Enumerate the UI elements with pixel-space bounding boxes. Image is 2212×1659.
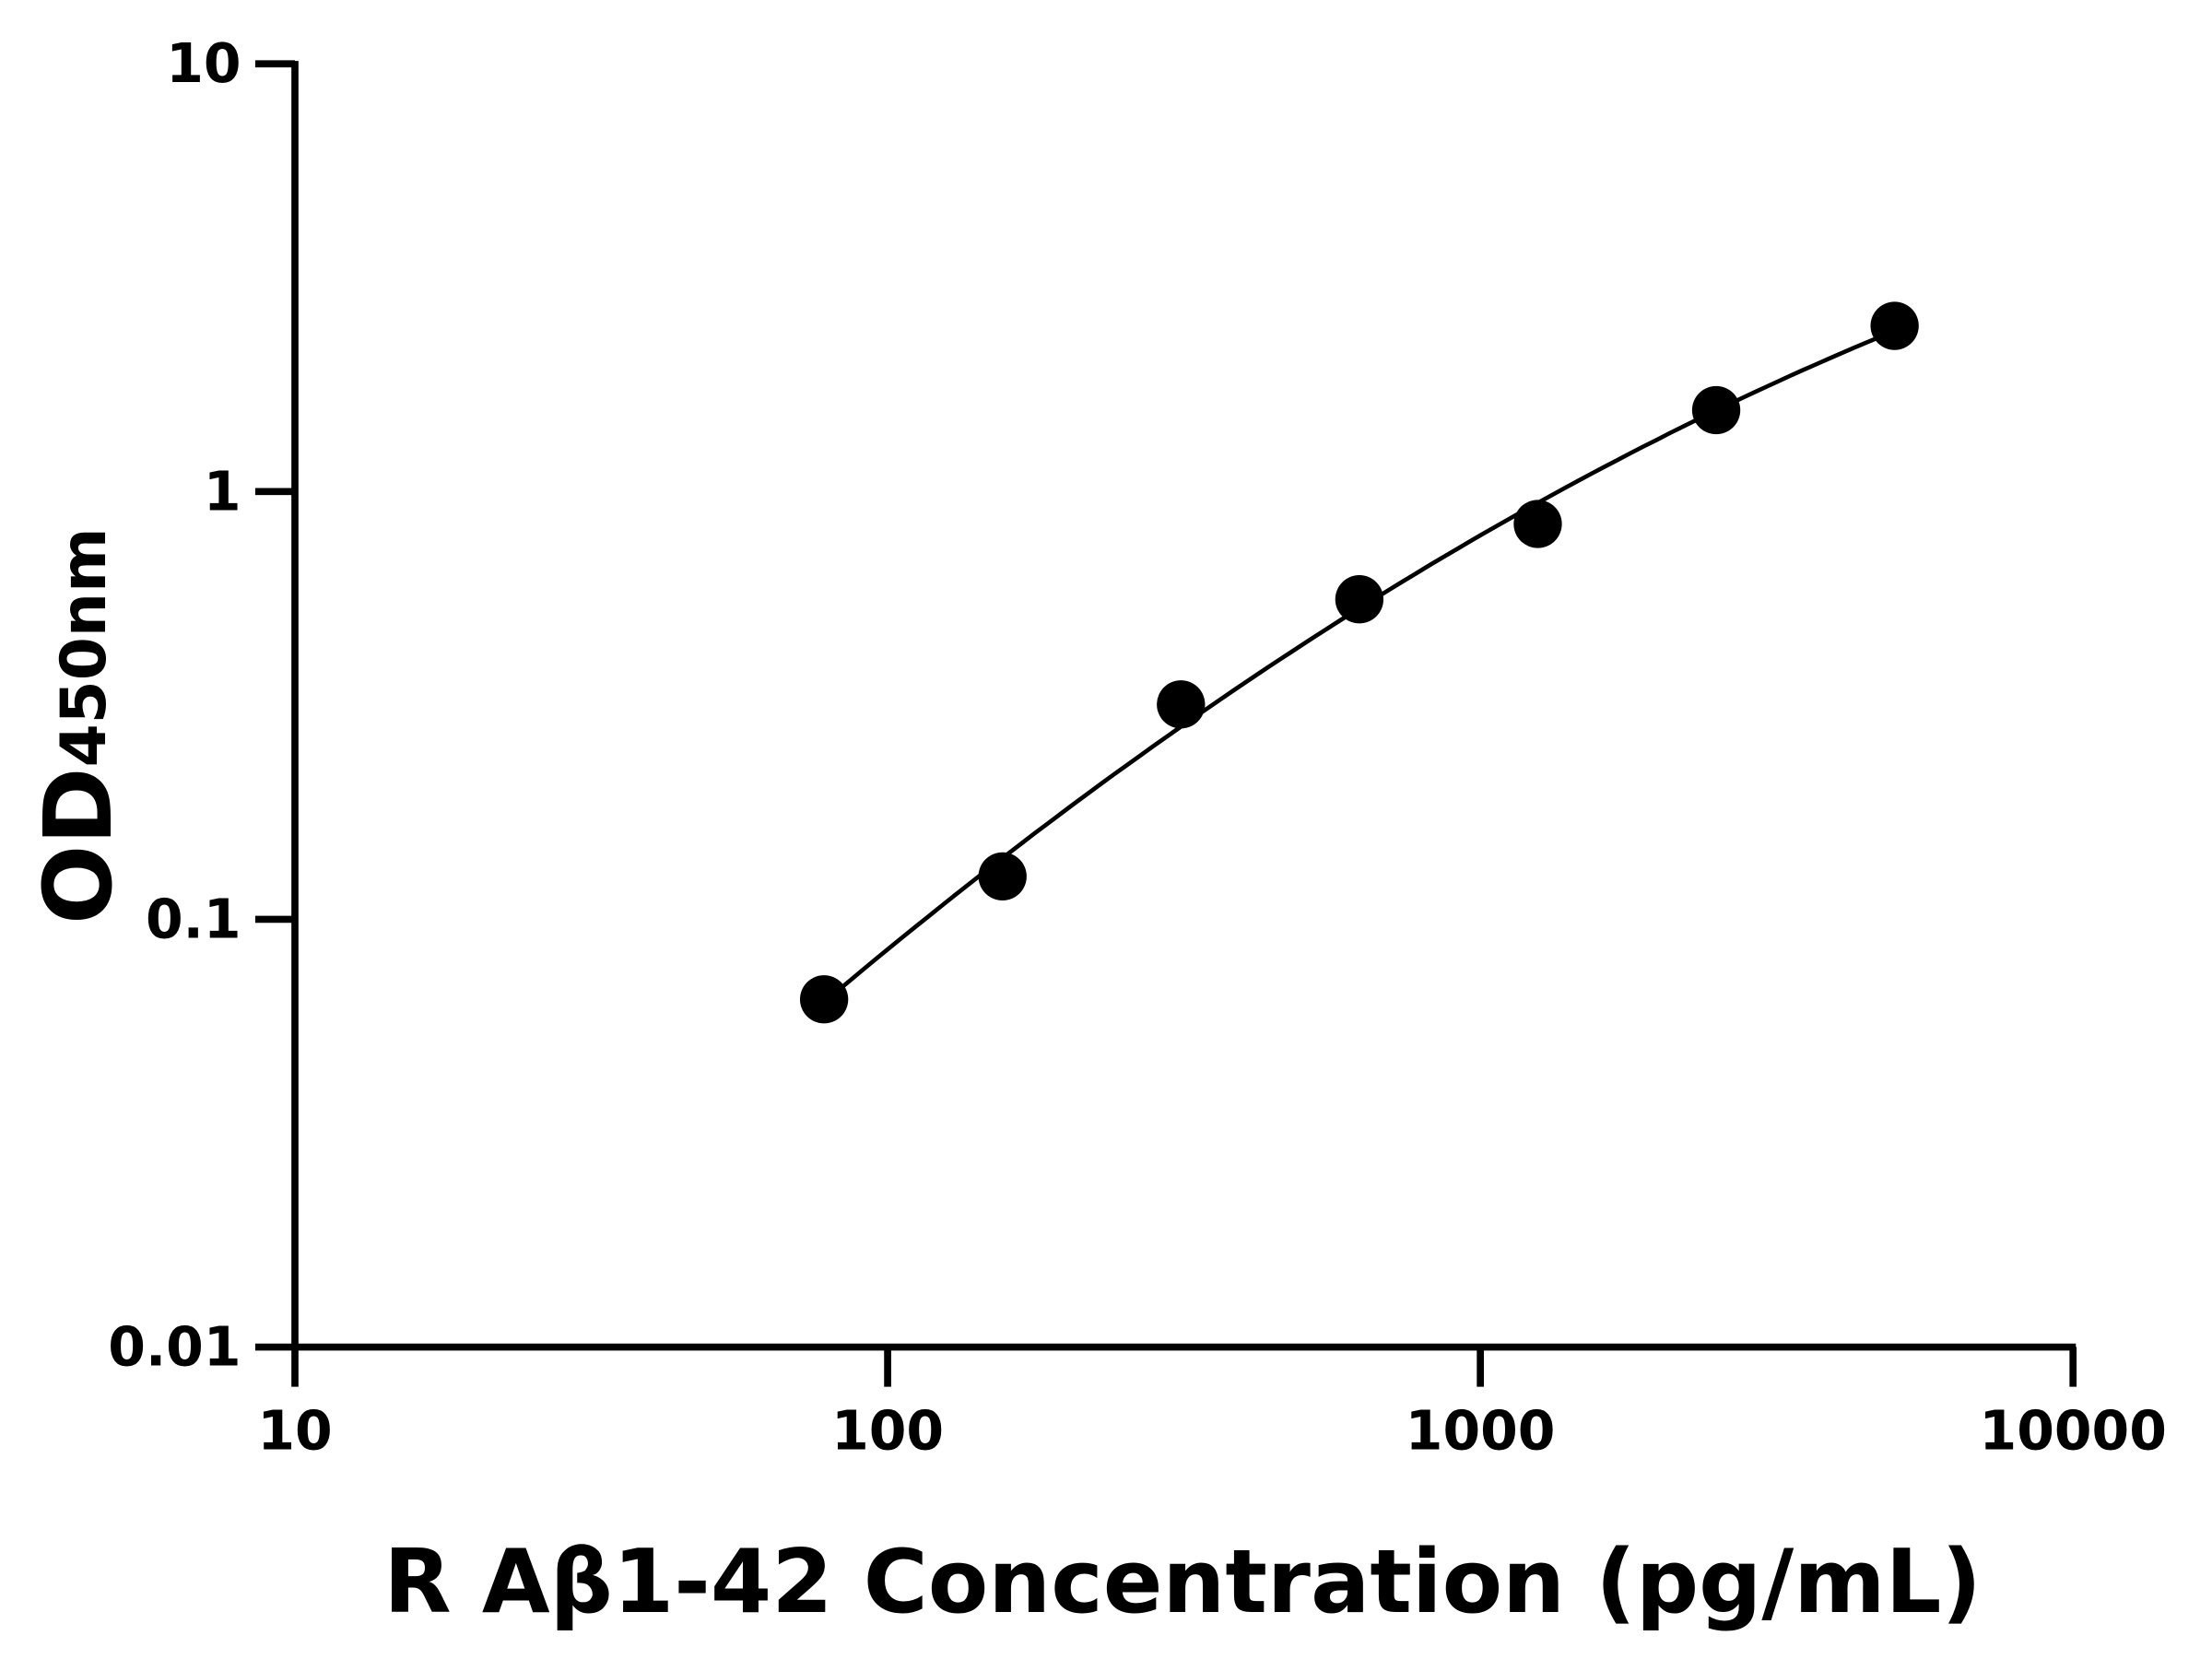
data-point xyxy=(978,852,1027,901)
axes xyxy=(291,61,2077,1351)
data-points xyxy=(799,301,1919,1024)
x-tick-label: 100 xyxy=(831,1399,944,1462)
data-point xyxy=(1870,301,1919,350)
data-point xyxy=(1335,575,1384,624)
data-point xyxy=(1691,385,1741,435)
y-tick-label: 0.01 xyxy=(108,1316,241,1379)
y-tick-label: 1 xyxy=(204,460,241,523)
y-tick-label: 0.1 xyxy=(146,888,241,950)
y-axis-label: OD450nm xyxy=(24,527,133,924)
x-tick-label: 10 xyxy=(257,1399,332,1462)
data-point xyxy=(1513,500,1562,548)
y-ticks: 0.01 0.1 1 10 xyxy=(108,32,295,1379)
x-tick-label: 1000 xyxy=(1406,1399,1556,1462)
data-point xyxy=(799,975,849,1024)
x-ticks: 10 100 1000 10000 xyxy=(257,1347,2167,1462)
y-tick-label: 10 xyxy=(166,32,241,95)
y-axis-label-subscript: 450nm xyxy=(47,527,120,767)
x-tick-label: 10000 xyxy=(1980,1399,2167,1462)
x-axis-label: R Aβ1-42 Concentration (pg/mL) xyxy=(383,1531,1982,1633)
y-axis-label-main: OD xyxy=(24,767,133,924)
data-point xyxy=(1157,680,1206,729)
